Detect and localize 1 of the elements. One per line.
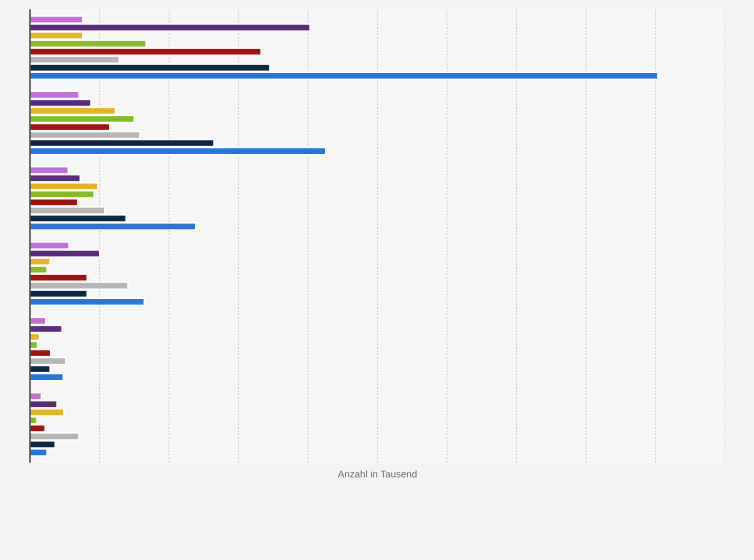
x-axis-title: Anzahl in Tausend [338,470,417,478]
